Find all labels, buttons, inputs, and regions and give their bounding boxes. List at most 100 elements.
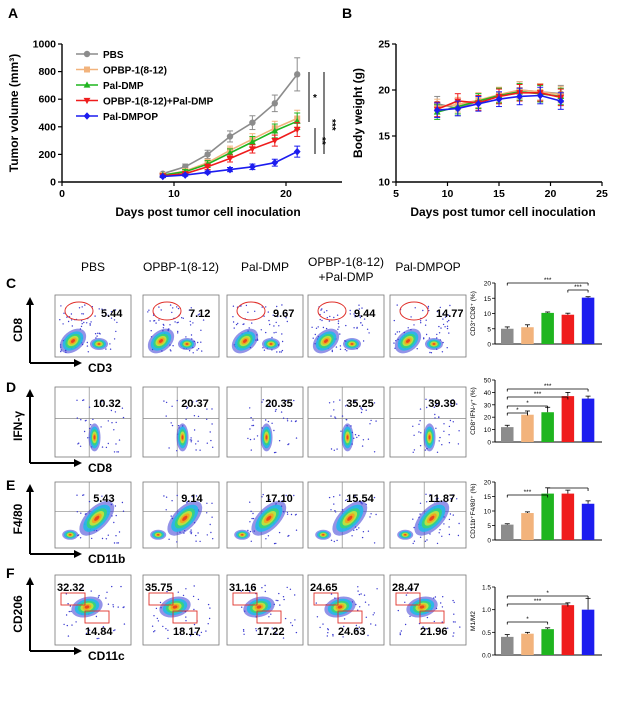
- event-dot: [70, 313, 73, 315]
- event-dot: [167, 629, 169, 631]
- density-layer: [182, 515, 188, 521]
- event-dot: [426, 406, 428, 409]
- event-dot: [176, 306, 178, 308]
- event-dot: [448, 526, 450, 528]
- panel-e-bar: [581, 503, 595, 540]
- panel-b-xlabel: Days post tumor cell inoculation: [410, 205, 595, 219]
- event-dot: [316, 616, 319, 618]
- event-dot: [456, 403, 458, 405]
- event-dot: [367, 438, 370, 440]
- event-dot: [275, 321, 277, 324]
- event-dot: [281, 500, 284, 502]
- panel-a-point: [271, 127, 279, 134]
- event-dot: [209, 607, 211, 609]
- event-dot: [250, 510, 252, 512]
- flow-c-xlabel: CD3: [88, 361, 112, 375]
- event-dot: [107, 603, 110, 605]
- event-dot: [151, 625, 154, 627]
- event-dot: [363, 318, 366, 320]
- event-dot: [446, 321, 449, 323]
- flow-c-gate: [64, 301, 94, 321]
- flow-e-density-2: [397, 529, 414, 540]
- event-dot: [242, 629, 245, 631]
- event-dot: [286, 420, 289, 422]
- flow-f-value-top: 28.47: [392, 582, 420, 594]
- event-dot: [412, 518, 414, 520]
- flow-d-x-arrowhead: [74, 459, 82, 467]
- event-dot: [197, 440, 199, 442]
- event-dot: [240, 590, 242, 592]
- event-dot: [358, 593, 361, 596]
- event-dot: [160, 309, 162, 311]
- event-dot: [199, 540, 201, 543]
- event-dot: [277, 599, 279, 602]
- event-dot: [332, 635, 334, 637]
- panel-c-bar-ytick-label: 20: [484, 281, 492, 288]
- event-dot: [83, 430, 86, 433]
- event-dot: [243, 323, 245, 325]
- panel-d-bar-ytick-label: 40: [484, 390, 492, 397]
- flow-f-ylabel: CD206: [11, 595, 25, 633]
- event-dot: [445, 627, 447, 630]
- event-dot: [261, 306, 263, 308]
- event-dot: [105, 348, 107, 350]
- event-dot: [113, 629, 115, 632]
- event-dot: [177, 425, 180, 427]
- event-dot: [271, 336, 273, 339]
- event-dot: [107, 420, 110, 422]
- event-dot: [353, 529, 355, 531]
- event-dot: [122, 416, 125, 419]
- flow-e-value: 5.43: [93, 493, 114, 505]
- flow-d-ylabel: IFN-γ: [11, 411, 25, 441]
- event-dot: [359, 606, 361, 608]
- panel-c-bar-ytick-label: 0: [487, 342, 491, 349]
- event-dot: [434, 417, 436, 419]
- event-dot: [375, 420, 377, 422]
- flow-f-y-arrowhead: [26, 577, 34, 585]
- event-dot: [94, 333, 97, 335]
- panel-a-ytick-label: 400: [38, 121, 56, 133]
- event-dot: [336, 448, 338, 450]
- event-dot: [449, 419, 452, 422]
- panel-a-legend-label: PBS: [103, 50, 124, 61]
- event-dot: [269, 323, 271, 326]
- flow-f-value-top: 32.32: [57, 582, 85, 594]
- event-dot: [361, 408, 363, 411]
- event-dot: [197, 634, 199, 636]
- event-dot: [154, 630, 156, 632]
- event-dot: [353, 313, 355, 315]
- event-dot: [177, 591, 179, 593]
- panel-letter-d: D: [6, 379, 16, 395]
- event-dot: [320, 309, 322, 311]
- event-dot: [419, 513, 421, 515]
- event-dot: [165, 628, 167, 630]
- panel-f-bar: [521, 633, 534, 655]
- event-dot: [448, 533, 451, 536]
- event-dot: [354, 434, 357, 436]
- flow-d-events: [76, 399, 125, 453]
- event-dot: [170, 422, 172, 424]
- event-dot: [341, 415, 344, 417]
- flow-column-header: OPBP-1(8-12): [308, 255, 384, 269]
- event-dot: [194, 631, 196, 634]
- flow-c-value: 5.44: [101, 308, 123, 320]
- panel-a-point: [271, 138, 279, 145]
- event-dot: [400, 630, 402, 632]
- flow-f-x-arrowhead: [74, 647, 82, 655]
- panel-d-sig: *: [526, 400, 529, 407]
- event-dot: [274, 410, 277, 412]
- event-dot: [265, 331, 267, 334]
- event-dot: [459, 626, 461, 628]
- event-dot: [454, 621, 456, 623]
- flow-c-x-arrowhead: [74, 359, 82, 367]
- event-dot: [275, 408, 277, 411]
- event-dot: [113, 338, 116, 340]
- event-dot: [430, 352, 433, 354]
- event-dot: [448, 425, 451, 428]
- event-dot: [261, 496, 263, 498]
- event-dot: [438, 440, 440, 442]
- event-dot: [457, 534, 460, 537]
- event-dot: [444, 316, 447, 318]
- panel-d-bar: [541, 412, 554, 442]
